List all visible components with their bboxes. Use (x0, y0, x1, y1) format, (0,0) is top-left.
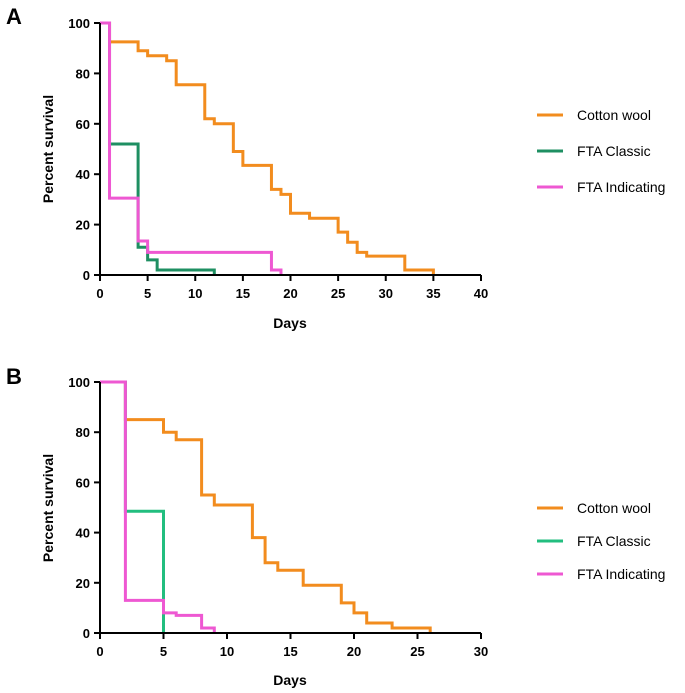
panel-b-x-tick-label-1: 5 (160, 644, 167, 659)
panel-a-x-axis-title: Days (273, 315, 307, 331)
panel-b-x-axis-title: Days (273, 672, 307, 688)
panel-a-ticks: 0 5 10 15 20 25 30 35 40 0 20 40 60 80 100 (68, 16, 488, 301)
panel-b-y-axis-title: Percent survival (40, 454, 56, 562)
panel-a-x-tick-label-2: 10 (188, 286, 202, 301)
panel-b-x-tick-label-6: 30 (474, 644, 488, 659)
panel-a-x-tick-label-8: 40 (474, 286, 488, 301)
panel-b-x-tick-label-2: 10 (220, 644, 234, 659)
panel-b-series (100, 380, 432, 633)
panel-a-x-tick-label-1: 5 (144, 286, 151, 301)
panel-b-chart: B 0 5 10 15 20 25 30 0 20 40 60 80 100 Days Percent … (6, 364, 665, 688)
panel-a-legend: Cotton wool FTA Classic FTA Indicating (537, 107, 665, 195)
panel-b-ticks: 0 5 10 15 20 25 30 0 20 40 60 80 100 (68, 375, 488, 659)
panel-b-y-tick-label-2: 40 (76, 526, 90, 541)
panel-a-y-tick-label-5: 100 (68, 16, 90, 31)
panel-a-x-tick-label-3: 15 (236, 286, 250, 301)
panel-b-legend-label-1: Cotton wool (577, 500, 651, 516)
panel-a-series-line-2 (100, 21, 216, 275)
panel-a-legend-label-2: FTA Classic (577, 143, 651, 159)
panel-a-chart: A 0 5 10 15 20 25 30 35 40 0 20 40 60 80 100 Days Perc… (6, 4, 665, 331)
panel-a-y-axis-title: Percent survival (40, 95, 56, 203)
panel-b-legend-label-2: FTA Classic (577, 533, 651, 549)
panel-b-series-line-1 (100, 380, 432, 633)
panel-a-y-tick-label-3: 60 (76, 117, 90, 132)
panel-b-legend-label-3: FTA Indicating (577, 566, 665, 582)
panel-a-y-tick-label-1: 20 (76, 218, 90, 233)
panel-a-series-line-3 (100, 21, 283, 275)
panel-b-x-tick-label-0: 0 (96, 644, 103, 659)
panel-a-y-tick-label-2: 40 (76, 167, 90, 182)
panel-a-x-tick-label-4: 20 (283, 286, 297, 301)
panel-a-x-tick-label-5: 25 (331, 286, 345, 301)
panel-a-y-tick-label-4: 80 (76, 66, 90, 81)
panel-a-series (100, 21, 435, 275)
panel-a-x-tick-label-0: 0 (96, 286, 103, 301)
panel-letter-a: A (6, 4, 22, 29)
panel-b-series-line-3 (100, 380, 216, 633)
panel-b-y-tick-label-1: 20 (76, 576, 90, 591)
panel-letter-b: B (6, 364, 22, 389)
panel-b-x-tick-label-3: 15 (283, 644, 297, 659)
panel-a-x-tick-label-7: 35 (426, 286, 440, 301)
panel-a-legend-label-3: FTA Indicating (577, 179, 665, 195)
panel-b-legend: Cotton wool FTA Classic FTA Indicating (537, 500, 665, 582)
panel-a-series-line-1 (100, 21, 435, 275)
panel-a-x-tick-label-6: 30 (379, 286, 393, 301)
panel-b-x-tick-label-5: 25 (410, 644, 424, 659)
panel-b-x-tick-label-4: 20 (347, 644, 361, 659)
panel-b-y-tick-label-3: 60 (76, 475, 90, 490)
panel-b-y-tick-label-0: 0 (83, 626, 90, 641)
panel-a-y-tick-label-0: 0 (83, 268, 90, 283)
panel-a-legend-label-1: Cotton wool (577, 107, 651, 123)
panel-b-y-tick-label-5: 100 (68, 375, 90, 390)
panel-b-y-tick-label-4: 80 (76, 425, 90, 440)
